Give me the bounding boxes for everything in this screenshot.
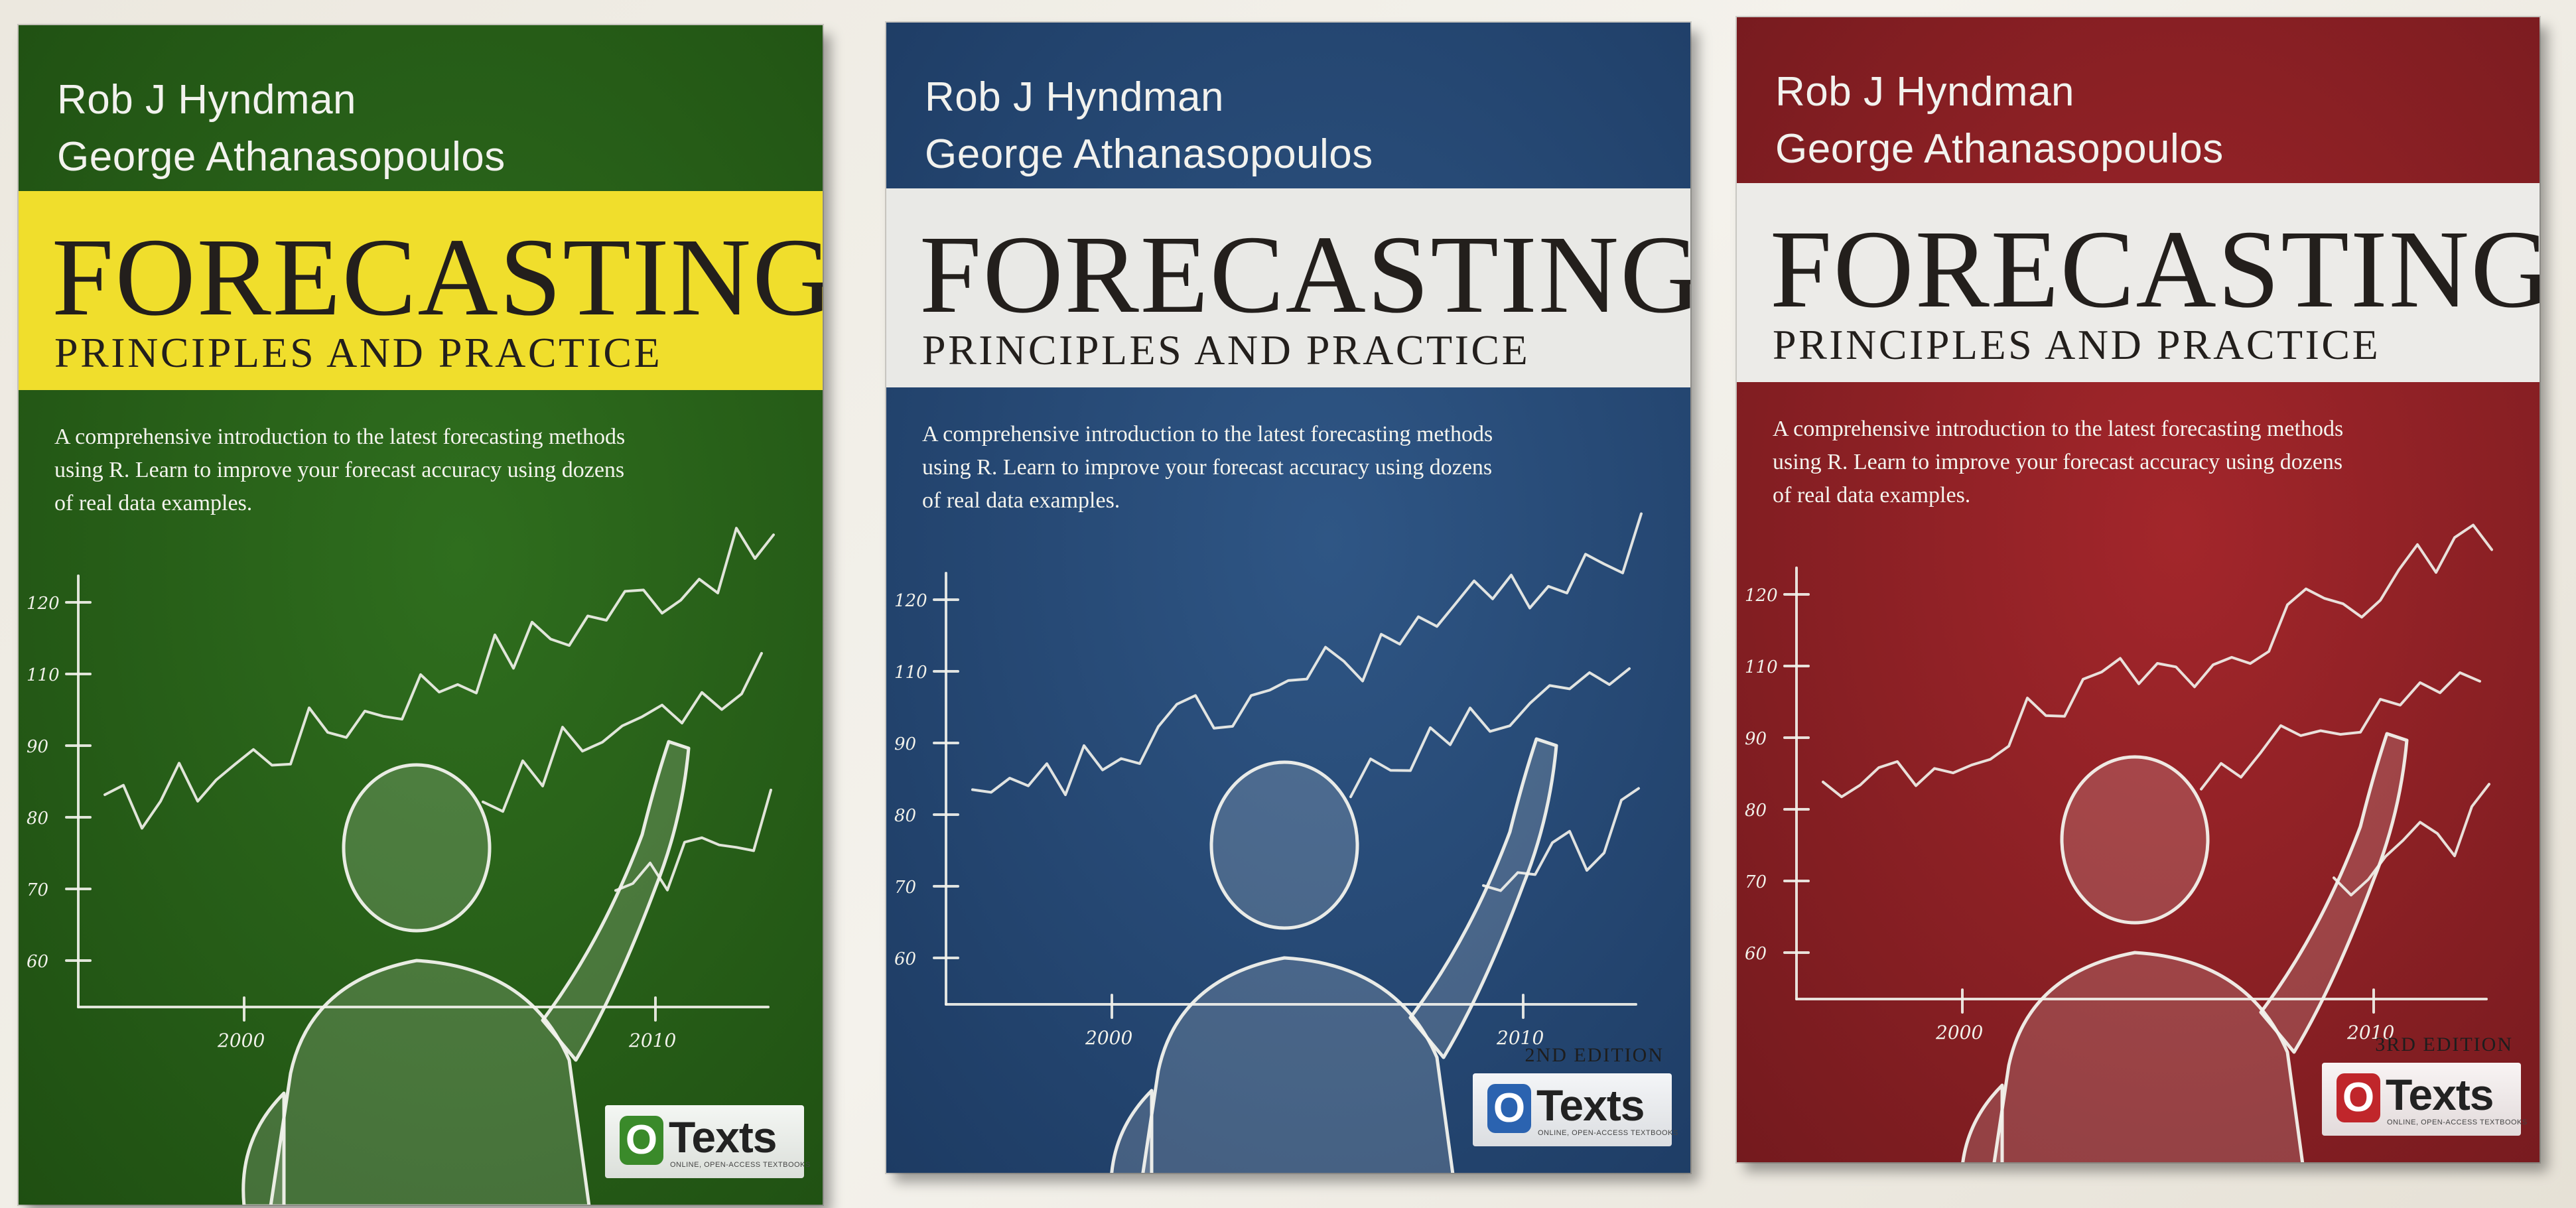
y-tick-label: 60: [27, 952, 48, 972]
figure-body: [269, 959, 591, 1205]
chalk-series-line: [1822, 523, 2493, 799]
blurb-line: using R. Learn to improve your forecast …: [54, 458, 625, 482]
figure-body: [1992, 951, 2305, 1162]
y-tick-label: 90: [894, 734, 916, 754]
blurb-line: using R. Learn to improve your forecast …: [922, 455, 1493, 480]
publisher-tagline: ONLINE, OPEN-ACCESS TEXTBOOKS: [1538, 1129, 1678, 1137]
figure-body: [1141, 956, 1455, 1173]
book-subtitle: PRINCIPLES AND PRACTICE: [54, 329, 663, 376]
chalk-series-line: [614, 788, 772, 892]
author-2: George Athanasopoulos: [925, 131, 1373, 177]
x-tick-label: 2010: [1496, 1027, 1544, 1049]
figure-head: [1209, 760, 1359, 930]
y-tick-label: 110: [894, 663, 927, 683]
y-tick-label: 110: [27, 665, 60, 685]
chalk-series-line: [2200, 671, 2481, 791]
x-tick-label: 2000: [1935, 1022, 1983, 1043]
blurb-line: of real data examples.: [1773, 483, 1971, 507]
y-tick-label: 120: [27, 594, 60, 614]
book-cover-red: Rob J Hyndman George Athanasopoulos FORE…: [1737, 17, 2540, 1162]
publisher-logo: O Texts ONLINE, OPEN-ACCESS TEXTBOOKS: [2322, 1063, 2527, 1136]
title-band: [19, 191, 823, 390]
y-tick-label: 70: [894, 878, 916, 898]
publisher-name: Texts: [669, 1112, 778, 1162]
book-blurb: A comprehensive introduction to the late…: [54, 421, 778, 520]
chalk-drawing: 120 110 90 80 70 60 2000 2010: [27, 527, 775, 1205]
y-tick-label: 70: [1745, 872, 1767, 892]
y-tick-label: 80: [894, 806, 916, 826]
y-tick-label: 90: [1745, 729, 1767, 749]
blurb-line: using R. Learn to improve your forecast …: [1773, 450, 2343, 474]
y-tick-label: 90: [27, 737, 48, 757]
authors: Rob J Hyndman George Athanasopoulos: [925, 69, 1373, 183]
y-tick-label: 80: [27, 809, 48, 829]
y-tick-label: 60: [1745, 944, 1767, 964]
figure-head: [342, 763, 492, 933]
authors: Rob J Hyndman George Athanasopoulos: [1775, 64, 2224, 178]
book-cover-blue: Rob J Hyndman George Athanasopoulos FORE…: [886, 23, 1690, 1173]
blurb-line: A comprehensive introduction to the late…: [922, 422, 1493, 446]
publisher-name: Texts: [1536, 1081, 1645, 1130]
publisher-tagline: ONLINE, OPEN-ACCESS TEXTBOOKS: [2387, 1118, 2528, 1126]
figure-left-arm: [1961, 1083, 2004, 1162]
authors: Rob J Hyndman George Athanasopoulos: [57, 72, 506, 186]
publisher-logo: O Texts ONLINE, OPEN-ACCESS TEXTBOOKS: [1473, 1073, 1678, 1146]
y-tick-label: 120: [1745, 586, 1778, 606]
otexts-o-icon: O: [1487, 1084, 1531, 1133]
book-subtitle: PRINCIPLES AND PRACTICE: [1773, 321, 2381, 368]
edition-label: 3RD EDITION: [2375, 1034, 2513, 1055]
figure-raised-arm: [2259, 732, 2409, 1054]
chalk-series-line: [1482, 787, 1640, 892]
author-2: George Athanasopoulos: [57, 134, 506, 180]
x-tick-label: 2010: [628, 1030, 676, 1051]
x-tick-label: 2000: [1085, 1027, 1132, 1049]
book-blurb: A comprehensive introduction to the late…: [1773, 413, 2496, 512]
chalk-series-line: [482, 651, 763, 813]
figure-left-arm: [1110, 1089, 1154, 1173]
x-tick-label: 2010: [2346, 1022, 2394, 1043]
blurb-line: A comprehensive introduction to the late…: [1773, 417, 2344, 441]
title-band: [886, 188, 1690, 387]
edition-label: 2ND EDITION: [1525, 1044, 1664, 1066]
otexts-o-icon: O: [2337, 1073, 2380, 1122]
chalk-series-line: [971, 512, 1643, 797]
chalk-drawing: 120 110 90 80 70 60 2000 2010: [894, 512, 1643, 1173]
y-tick-label: 80: [1745, 801, 1767, 821]
author-1: Rob J Hyndman: [925, 74, 1225, 120]
book-title: FORECASTING: [919, 213, 1690, 336]
figure-raised-arm: [541, 740, 691, 1062]
chalk-drawing: 120 110 90 80 70 60 2000 2010: [1745, 523, 2493, 1162]
chalk-series-line: [103, 527, 775, 830]
book-title: FORECASTING: [52, 216, 823, 339]
book-cover-green: Rob J Hyndman George Athanasopoulos FORE…: [19, 25, 823, 1205]
blurb-line: of real data examples.: [922, 488, 1120, 513]
book-blurb: A comprehensive introduction to the late…: [922, 418, 1645, 517]
y-tick-label: 120: [894, 591, 927, 611]
otexts-o-icon: O: [620, 1116, 663, 1165]
chalk-series-line: [1349, 667, 1631, 799]
figure-raised-arm: [1408, 737, 1558, 1059]
y-tick-label: 70: [27, 880, 48, 900]
figure-left-arm: [241, 1091, 286, 1205]
blurb-line: A comprehensive introduction to the late…: [54, 425, 626, 449]
publisher-logo: O Texts ONLINE, OPEN-ACCESS TEXTBOOKS: [605, 1105, 810, 1178]
title-band: [1737, 183, 2540, 382]
book-title: FORECASTING: [1770, 208, 2540, 331]
chalk-series-line: [2333, 783, 2490, 897]
y-tick-label: 60: [894, 949, 916, 969]
author-2: George Athanasopoulos: [1775, 126, 2224, 172]
x-tick-label: 2000: [217, 1030, 265, 1051]
blurb-line: of real data examples.: [54, 491, 253, 515]
book-subtitle: PRINCIPLES AND PRACTICE: [922, 326, 1530, 373]
author-1: Rob J Hyndman: [57, 77, 357, 123]
publisher-tagline: ONLINE, OPEN-ACCESS TEXTBOOKS: [670, 1161, 811, 1169]
y-tick-label: 110: [1745, 657, 1778, 677]
figure-head: [2060, 755, 2210, 925]
author-1: Rob J Hyndman: [1775, 69, 2075, 115]
publisher-name: Texts: [2386, 1070, 2494, 1119]
